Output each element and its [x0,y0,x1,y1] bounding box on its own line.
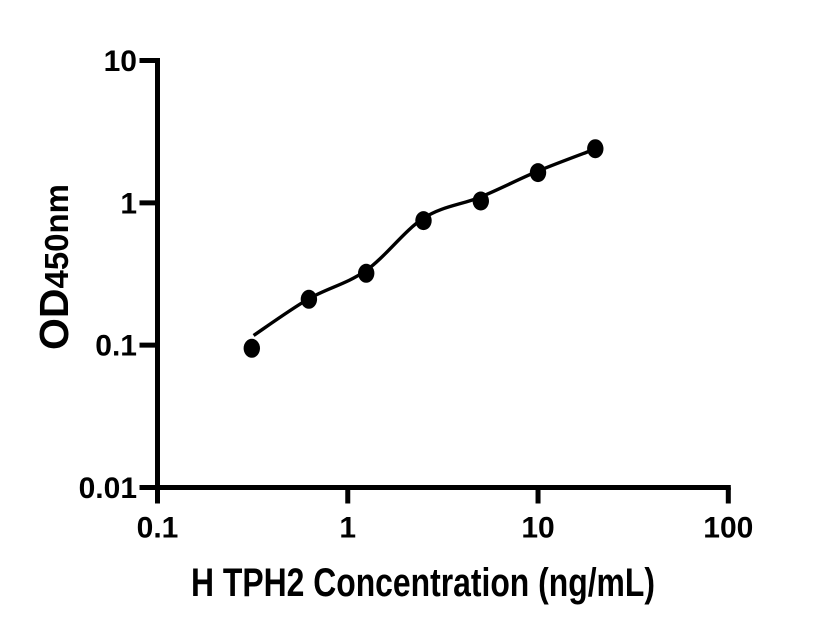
x-tick-label: 100 [703,512,753,545]
data-point [472,191,489,211]
y-axis-title: OD450nm [31,184,77,350]
data-point [415,211,432,231]
data-point [300,289,318,309]
data-point [587,139,604,159]
data-point-series [243,139,604,358]
y-tick-label: 10 [104,45,137,78]
x-tick-label: 10 [521,512,554,545]
data-point [243,338,260,358]
x-tick-label: 1 [339,512,356,545]
y-axis-tick-labels: 10 1 0.1 0.01 [79,45,137,505]
y-tick-label: 0.01 [79,472,137,505]
x-axis-title: H TPH2 Concentration (ng/mL) [191,561,655,605]
axes [155,58,731,490]
data-point [529,163,547,183]
y-axis-ticks [139,58,158,490]
y-axis-title-main: OD [31,289,77,351]
y-axis-title-sub: 450nm [38,184,75,289]
y-tick-label: 1 [120,187,137,220]
y-tick-label: 0.1 [95,330,137,363]
data-point [358,263,375,283]
x-tick-label: 0.1 [137,512,179,545]
x-axis-tick-labels: 0.1 1 10 100 [137,512,754,545]
x-axis-ticks [155,487,731,504]
